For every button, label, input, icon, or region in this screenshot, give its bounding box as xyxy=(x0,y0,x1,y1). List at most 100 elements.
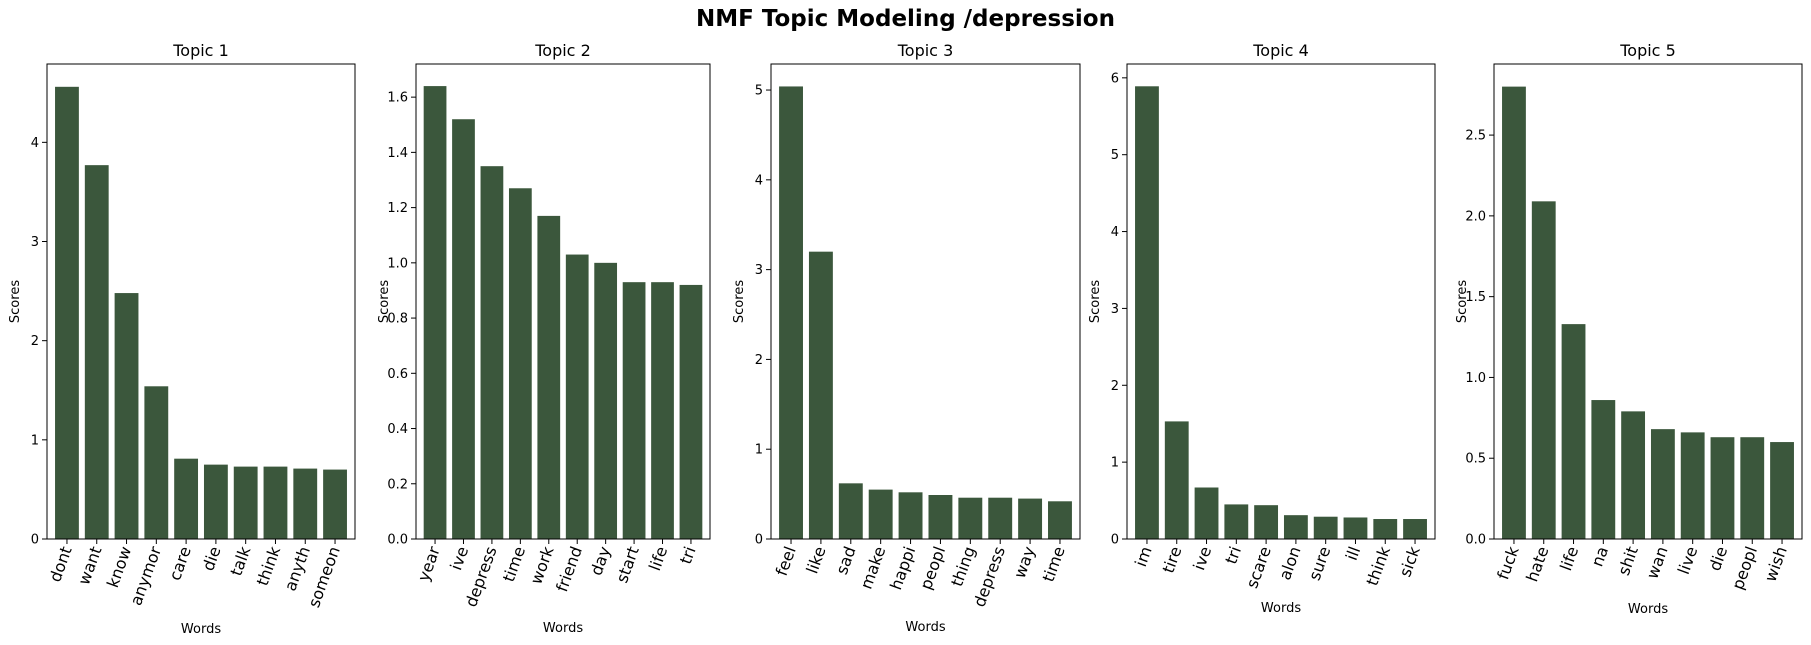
x-tick-label: sick xyxy=(1395,543,1424,579)
x-tick-label: think xyxy=(1362,543,1394,588)
bar-life xyxy=(1561,324,1586,539)
bar-im xyxy=(1135,86,1159,539)
bar-thing xyxy=(958,497,983,539)
bar-sick xyxy=(1403,519,1427,539)
y-tick-label: 2 xyxy=(31,334,39,349)
y-axis-title: Scores xyxy=(377,280,392,323)
x-tick-label: talk xyxy=(226,543,254,578)
x-tick-label: die xyxy=(1705,544,1731,573)
y-axis-title: Scores xyxy=(1455,280,1470,323)
panel-title: Topic 2 xyxy=(534,41,591,60)
y-axis-title: Scores xyxy=(732,280,747,323)
x-tick-label: make xyxy=(857,544,890,592)
bar-ive xyxy=(452,119,475,539)
x-tick-label: life xyxy=(1556,544,1582,573)
y-tick-label: 0.0 xyxy=(387,533,408,548)
bar-alon xyxy=(1283,515,1308,539)
bar-tri xyxy=(1224,504,1249,539)
y-tick-label: 0.0 xyxy=(1465,533,1486,548)
bar-friend xyxy=(565,254,589,540)
panel-title: Topic 3 xyxy=(897,41,954,60)
y-tick-label: 3 xyxy=(755,263,763,278)
y-axis-title: Scores xyxy=(8,280,23,323)
bar-happi xyxy=(898,492,923,539)
bar-time xyxy=(1048,501,1072,539)
bar-dont xyxy=(55,86,79,539)
y-tick-label: 1 xyxy=(755,443,763,458)
y-tick-label: 4 xyxy=(31,136,39,151)
x-tick-label: sure xyxy=(1305,544,1335,583)
x-tick-label: die xyxy=(198,544,224,573)
y-tick-label: 0 xyxy=(31,533,39,548)
x-tick-label: think xyxy=(253,543,285,588)
y-tick-label: 2 xyxy=(1111,379,1119,394)
y-tick-label: 0.5 xyxy=(1465,452,1486,467)
bar-care xyxy=(174,458,199,539)
y-tick-label: 0.8 xyxy=(387,312,408,327)
x-tick-label: life xyxy=(645,544,671,573)
bar-wish xyxy=(1770,442,1794,539)
x-tick-label: happi xyxy=(886,544,919,593)
bar-want xyxy=(84,165,109,539)
y-tick-label: 2 xyxy=(755,353,763,368)
axes-frame xyxy=(46,63,356,540)
bar-think xyxy=(263,466,288,539)
x-axis-title: Words xyxy=(905,620,945,635)
x-tick-label: live xyxy=(1674,544,1702,577)
bar-know xyxy=(114,293,139,539)
y-tick-label: 6 xyxy=(1111,71,1119,86)
x-axis-title: Words xyxy=(1628,602,1668,617)
x-tick-label: fuck xyxy=(1493,543,1523,582)
axes-frame xyxy=(415,63,711,540)
bar-year xyxy=(423,86,447,539)
figure-title: NMF Topic Modeling /depression xyxy=(696,6,1115,32)
y-tick-label: 0.6 xyxy=(387,367,408,382)
bar-hate xyxy=(1531,201,1556,539)
x-tick-label: like xyxy=(802,544,829,576)
bar-live xyxy=(1680,432,1705,539)
x-tick-label: tri xyxy=(1221,544,1245,567)
bar-ill xyxy=(1343,517,1368,539)
x-tick-label: ive xyxy=(1189,544,1215,573)
bar-anymor xyxy=(144,386,169,539)
y-tick-label: 1.0 xyxy=(387,256,408,271)
x-tick-label: feel xyxy=(772,544,800,578)
x-tick-label: ive xyxy=(446,544,472,573)
x-tick-label: peopl xyxy=(916,544,949,592)
y-tick-label: 0.2 xyxy=(387,477,408,492)
bar-depress xyxy=(480,166,504,539)
x-tick-label: day xyxy=(586,544,614,578)
y-tick-label: 2.0 xyxy=(1465,209,1486,224)
x-tick-label: time xyxy=(499,544,529,584)
y-tick-label: 1.6 xyxy=(387,91,408,106)
bar-talk xyxy=(233,466,258,539)
axes-frame xyxy=(1126,63,1436,540)
x-tick-label: wish xyxy=(1761,544,1791,584)
bar-life xyxy=(651,282,674,539)
bar-peopl xyxy=(1740,437,1765,539)
bar-na xyxy=(1591,400,1616,539)
x-tick-label: scare xyxy=(1242,544,1275,591)
y-tick-label: 1.0 xyxy=(1465,371,1486,386)
x-tick-label: alon xyxy=(1275,544,1305,583)
y-tick-label: 1.5 xyxy=(1465,290,1486,305)
y-tick-label: 0 xyxy=(1111,533,1119,548)
bar-make xyxy=(868,489,893,539)
bar-tire xyxy=(1164,421,1189,539)
bar-start xyxy=(622,282,646,539)
panel-title: Topic 5 xyxy=(1619,41,1676,60)
axes-frame xyxy=(770,63,1081,540)
x-tick-label: want xyxy=(74,544,105,587)
x-tick-label: im xyxy=(1131,544,1156,569)
x-tick-label: shit xyxy=(1614,544,1642,578)
bar-shit xyxy=(1621,411,1646,539)
y-tick-label: 3 xyxy=(31,235,39,250)
y-tick-label: 3 xyxy=(1111,302,1119,317)
x-tick-label: year xyxy=(414,543,444,583)
y-tick-label: 1 xyxy=(1111,456,1119,471)
x-tick-label: wan xyxy=(1643,544,1672,582)
